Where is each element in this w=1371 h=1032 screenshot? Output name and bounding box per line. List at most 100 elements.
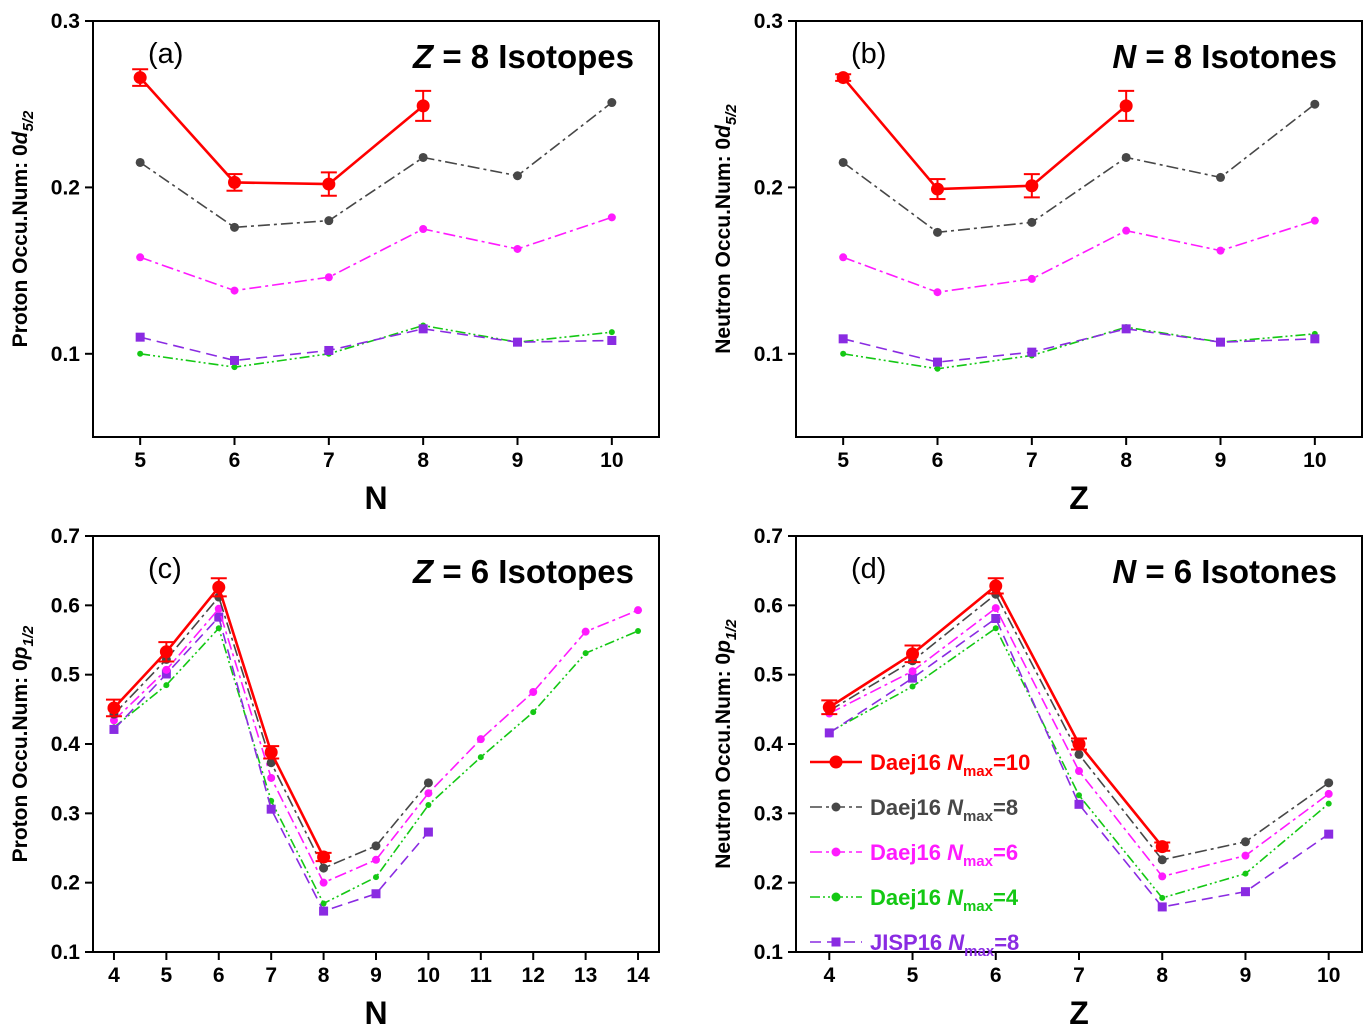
- series-jisp16-nmax-8: [135, 324, 617, 365]
- data-point: [824, 728, 834, 738]
- legend-label-name: JISP16: [870, 930, 948, 955]
- x-tick-label: 10: [1317, 964, 1340, 987]
- data-point: [133, 71, 147, 85]
- legend-marker: [831, 847, 841, 857]
- legend-label-symbol: N: [947, 795, 964, 820]
- data-point: [992, 625, 999, 632]
- x-tick-label: 7: [265, 964, 277, 987]
- legend-label: Daej16 Nmax=10: [870, 750, 1030, 780]
- data-point: [908, 673, 918, 683]
- x-tick-label: 10: [600, 449, 623, 472]
- y-tick-label: 0.7: [51, 525, 80, 548]
- panel-a: 5 6 7 8 9 10 0.1 0.2 0.3 N Proton Occu.Num: 0d5/2 (…: [9, 10, 660, 516]
- legend-label: Daej16 Nmax=4: [870, 885, 1019, 915]
- data-point: [418, 324, 428, 334]
- data-point: [1155, 840, 1169, 854]
- data-point: [267, 773, 276, 782]
- legend-label-subscript: max: [963, 808, 994, 825]
- panel-label: (b): [851, 38, 886, 70]
- panel-title-text: = 8 Isotones: [1136, 38, 1337, 75]
- panel-title-symbol: Z: [412, 38, 435, 75]
- y-axis-label: Neutron Occu.Num: 0p1/2: [712, 619, 740, 869]
- data-point: [1310, 334, 1320, 344]
- x-axis-label: N: [364, 995, 387, 1031]
- data-point: [1310, 99, 1320, 109]
- data-point: [1075, 767, 1083, 776]
- y-tick-label: 0.4: [51, 733, 81, 756]
- data-point: [371, 889, 381, 899]
- data-point: [934, 365, 941, 372]
- data-point: [418, 152, 428, 162]
- data-point: [163, 682, 170, 689]
- y-axis-label-orbital: d: [9, 130, 32, 144]
- legend-entry: Daej16 Nmax=8: [810, 795, 1018, 825]
- plot-frame: [795, 20, 1363, 438]
- data-point: [1027, 274, 1036, 283]
- y-tick-label: 0.1: [754, 941, 784, 964]
- x-tick-label: 5: [907, 964, 919, 987]
- panel-title: N = 6 Isotones: [1112, 553, 1337, 590]
- series-daej16-nmax-8: [109, 592, 433, 873]
- data-point: [135, 157, 145, 167]
- data-point: [137, 350, 144, 357]
- series-daej16-nmax-10: [132, 68, 432, 197]
- legend-label-subscript: max: [963, 898, 994, 915]
- data-point: [1324, 829, 1334, 839]
- series-daej16-nmax-6: [109, 604, 643, 887]
- data-point: [931, 182, 944, 196]
- data-point: [607, 213, 616, 222]
- series-line: [139, 216, 613, 292]
- y-tick-label: 0.2: [51, 176, 80, 199]
- x-tick-label: 4: [108, 964, 120, 987]
- data-point: [1119, 99, 1133, 113]
- y-tick-label: 0.2: [754, 872, 783, 895]
- data-point: [581, 627, 590, 636]
- legend-marker: [829, 755, 843, 769]
- data-point: [215, 625, 222, 632]
- series-line: [139, 101, 613, 229]
- panel-label: (a): [148, 38, 183, 70]
- x-tick-label: 12: [522, 964, 545, 987]
- data-point: [159, 645, 173, 659]
- series-daej16-nmax-4: [110, 625, 642, 907]
- legend-entry: Daej16 Nmax=10: [810, 750, 1030, 780]
- y-axis-label: Neutron Occu.Num: 0d5/2: [712, 104, 740, 354]
- legend-entry: JISP16 Nmax=8: [810, 930, 1019, 960]
- data-point: [838, 157, 848, 167]
- panel-label: (d): [851, 553, 886, 585]
- data-point: [1216, 246, 1225, 255]
- y-tick-label: 0.4: [754, 733, 784, 756]
- data-point: [909, 683, 916, 690]
- x-tick-label: 14: [626, 964, 650, 987]
- data-point: [991, 614, 1001, 624]
- legend-marker: [831, 937, 841, 947]
- x-tick-label: 5: [837, 449, 849, 472]
- y-tick-label: 0.2: [51, 872, 80, 895]
- x-tick-label: 13: [574, 964, 597, 987]
- legend-label-name: Daej16: [870, 840, 947, 865]
- data-point: [419, 225, 428, 233]
- y-tick-label: 0.5: [754, 664, 784, 687]
- legend-label: Daej16 Nmax=6: [870, 840, 1018, 870]
- series-daej16-nmax-10: [821, 577, 1171, 854]
- x-tick-label: 6: [229, 449, 241, 472]
- data-point: [1074, 799, 1084, 809]
- series-line: [842, 103, 1316, 234]
- x-tick-label: 4: [823, 964, 835, 987]
- panel-title-text: = 8 Isotopes: [433, 38, 634, 75]
- data-point: [513, 244, 522, 253]
- y-axis-label-subscript: 5/2: [20, 110, 37, 132]
- data-point: [214, 604, 223, 613]
- x-tick-label: 10: [1303, 449, 1326, 472]
- x-tick-label: 7: [323, 449, 335, 472]
- data-point: [214, 612, 224, 622]
- y-axis-label-orbital: p: [712, 640, 735, 654]
- data-point: [1159, 894, 1166, 901]
- data-point: [477, 754, 484, 761]
- y-tick-label: 0.1: [51, 941, 81, 964]
- data-point: [608, 329, 615, 336]
- series-line: [139, 76, 424, 186]
- data-point: [319, 906, 329, 916]
- y-axis-label: Proton Occu.Num: 0d5/2: [9, 110, 37, 347]
